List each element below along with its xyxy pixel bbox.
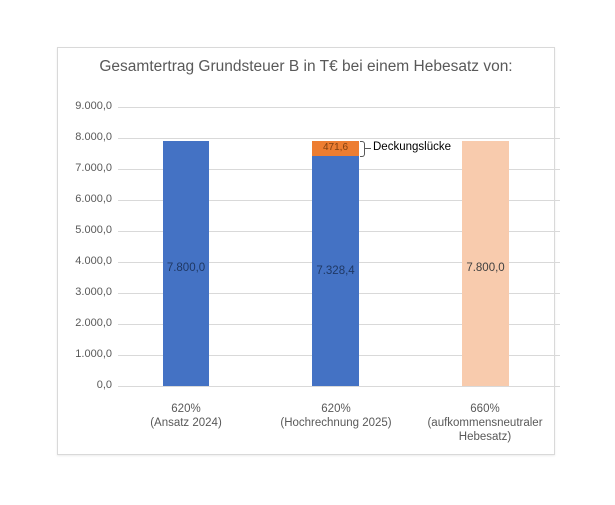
x-label-line: (Hochrechnung 2025) [280, 417, 392, 429]
gridline [118, 138, 560, 139]
callout-deckungsluecke: Deckungslücke [373, 141, 451, 153]
x-label-line: 620% [321, 403, 351, 415]
x-label-line: 620% [171, 403, 201, 415]
bar-segment-deckungsluecke [312, 141, 359, 156]
bar-ansatz-2024 [163, 141, 209, 386]
callout-leader-line [365, 148, 371, 149]
y-tick-1000: 1.000,0 [75, 348, 112, 360]
bar-hochrechnung-2025 [312, 156, 359, 386]
bar-value-label: 7.328,4 [316, 265, 355, 277]
x-label-line: (Ansatz 2024) [150, 417, 222, 429]
gap-value-label: 471,6 [322, 142, 349, 153]
y-tick-3000: 3.000,0 [75, 286, 112, 298]
x-label-line: (aufkommensneutraler [427, 417, 543, 429]
x-label-ansatz-2024: 620% (Ansatz 2024) [126, 402, 246, 430]
y-tick-2000: 2.000,0 [75, 317, 112, 329]
x-label-line: 660% [470, 403, 500, 415]
x-label-aufkommensneutral: 660% (aufkommensneutraler Hebesatz) [420, 402, 550, 444]
y-tick-5000: 5.000,0 [75, 224, 112, 236]
bar-aufkommensneutral [462, 141, 509, 386]
y-tick-8000: 8.000,0 [75, 131, 112, 143]
bar-value-label: 7.800,0 [466, 262, 505, 274]
y-tick-6000: 6.000,0 [75, 193, 112, 205]
callout-bracket [360, 141, 365, 157]
x-label-hochrechnung-2025: 620% (Hochrechnung 2025) [271, 402, 401, 430]
y-tick-7000: 7.000,0 [75, 162, 112, 174]
x-label-line: Hebesatz) [458, 431, 512, 443]
gridline [118, 107, 560, 108]
y-tick-9000: 9.000,0 [75, 100, 112, 112]
y-tick-4000: 4.000,0 [75, 255, 112, 267]
x-axis-line [118, 386, 560, 387]
chart-title: Gesamtertrag Grundsteuer B in T€ bei ein… [99, 58, 513, 75]
bar-value-label: 7.800,0 [166, 262, 206, 274]
y-tick-0: 0,0 [96, 379, 112, 391]
